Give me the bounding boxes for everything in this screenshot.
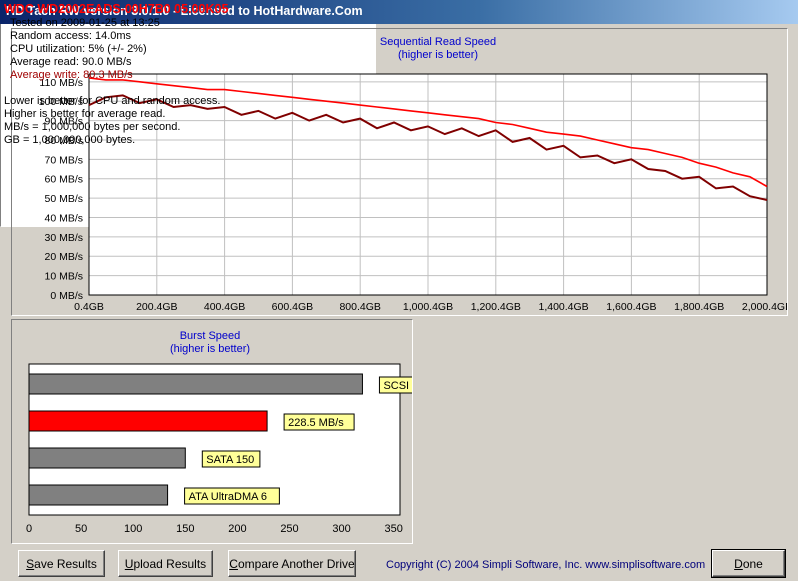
y-tick-label: 30 MB/s	[44, 232, 83, 244]
drive-model: WDC WD2002EADS-00H7B0 05.00K05	[4, 2, 229, 16]
y-tick-label: 90 MB/s	[44, 116, 83, 128]
burst-x-tick-label: 250	[280, 523, 298, 535]
burst-bar	[28, 373, 363, 395]
cpu-utilization-text: CPU utilization: 5% (+/- 2%)	[10, 43, 147, 55]
save-results-button[interactable]: Save Results	[18, 550, 105, 577]
x-tick-label: 400.4GB	[204, 301, 245, 313]
average-write-text: Average write: 80.3 MB/s	[10, 69, 133, 81]
burst-bar	[28, 410, 268, 432]
burst-speed-chart: Burst Speed(higher is better) 0 50 100 150 20…	[26, 330, 412, 535]
x-tick-label: 1,000.4GB	[403, 301, 453, 313]
upload-results-button[interactable]: Upload Results	[118, 550, 213, 577]
note-line: Higher is better for average read.	[4, 108, 166, 120]
burst-subtitle: (higher is better)	[170, 343, 250, 355]
note-line: GB = 1,000,000,000 bytes.	[4, 134, 136, 146]
burst-bar	[28, 484, 169, 506]
note-line: Lower is better for CPU and random acces…	[4, 95, 221, 107]
series-line	[88, 77, 768, 188]
x-tick-label: 1,400.4GB	[538, 301, 588, 313]
burst-x-tick-label: 350	[385, 523, 403, 535]
burst-x-tick-label: 200	[228, 523, 246, 535]
burst-label-box	[378, 376, 412, 394]
burst-label-box	[184, 487, 280, 505]
sequential-read-panel: Sequential Read Speed (higher is better) 0…	[11, 28, 788, 316]
burst-x-tick-label: 100	[124, 523, 142, 535]
y-tick-label: 40 MB/s	[44, 212, 83, 224]
title-bar: HD Tach RW version 3.0.1.0 - Licensed to…	[0, 0, 798, 24]
copyright-text: Copyright (C) 2004 Simpli Software, Inc.…	[386, 559, 706, 571]
y-tick-label: 20 MB/s	[44, 251, 83, 263]
plot-border	[88, 73, 768, 296]
chart-subtitle: (higher is better)	[398, 49, 478, 61]
burst-label: ATA UltraDMA 6	[189, 491, 267, 503]
note-line: MB/s = 1,000,000 bytes per second.	[4, 121, 181, 133]
burst-label-box	[283, 413, 355, 431]
burst-label: SATA 150	[206, 454, 254, 466]
y-tick-label: 100 MB/s	[39, 96, 83, 108]
y-tick-label: 80 MB/s	[44, 135, 83, 147]
burst-x-tick-label: 0	[26, 523, 32, 535]
x-tick-label: 600.4GB	[272, 301, 313, 313]
x-tick-label: 1,800.4GB	[674, 301, 724, 313]
y-tick-label: 70 MB/s	[44, 154, 83, 166]
x-tick-label: 200.4GB	[136, 301, 177, 313]
y-tick-label: 50 MB/s	[44, 193, 83, 205]
y-tick-label: 10 MB/s	[44, 271, 83, 283]
done-button[interactable]: Done	[711, 549, 786, 578]
tested-on-text: Tested on 2009-01-25 at 13:25	[10, 17, 160, 29]
compare-another-drive-button[interactable]: Compare Another Drive	[228, 550, 356, 577]
y-tick-label: 0 MB/s	[50, 290, 83, 302]
window-title: HD Tach RW version 3.0.1.0 - Licensed to…	[6, 4, 363, 18]
y-tick-label: 110 MB/s	[39, 77, 83, 89]
sequential-read-chart: Sequential Read Speed(higher is better) 0…	[39, 36, 787, 313]
chart-title: Sequential Read Speed	[380, 36, 496, 48]
x-tick-label: 0.4GB	[74, 301, 104, 313]
burst-bar	[28, 447, 186, 469]
series-line	[88, 94, 768, 201]
burst-x-tick-label: 150	[176, 523, 194, 535]
random-access-text: Random access: 14.0ms	[10, 30, 132, 42]
burst-x-tick-label: 300	[332, 523, 350, 535]
x-tick-label: 1,200.4GB	[471, 301, 521, 313]
burst-x-tick-label: 50	[75, 523, 87, 535]
burst-label: SCSI Ultra320	[383, 380, 412, 392]
y-tick-label: 60 MB/s	[44, 174, 83, 186]
x-tick-label: 1,600.4GB	[606, 301, 656, 313]
burst-label: 228.5 MB/s	[288, 417, 344, 429]
burst-title: Burst Speed	[180, 330, 241, 342]
burst-label-box	[201, 450, 261, 468]
average-read-text: Average read: 90.0 MB/s	[10, 56, 132, 68]
burst-speed-panel: Burst Speed (higher is better) 0 50 100 150 20…	[11, 319, 413, 544]
x-tick-label: 2,000.4GB	[742, 301, 787, 313]
x-tick-label: 800.4GB	[339, 301, 380, 313]
